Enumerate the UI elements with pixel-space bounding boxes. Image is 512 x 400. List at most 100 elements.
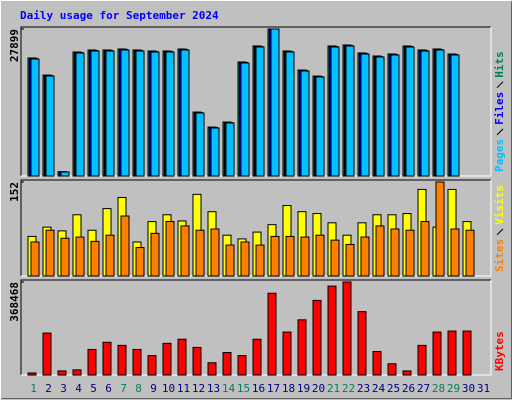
bar <box>210 228 220 277</box>
bar <box>435 49 445 177</box>
bar <box>297 319 307 376</box>
x-tick-label: 1 <box>30 382 37 395</box>
x-tick-label: 20 <box>312 382 325 395</box>
x-tick-label: 27 <box>417 382 430 395</box>
bar <box>165 221 175 277</box>
bar <box>300 70 310 177</box>
x-tick-label: 16 <box>252 382 265 395</box>
bar <box>132 348 142 376</box>
x-tick-label: 13 <box>207 382 220 395</box>
bar <box>255 244 265 277</box>
bar <box>105 50 115 177</box>
legend-separator <box>496 228 504 236</box>
bar <box>417 344 427 376</box>
x-tick-label: 12 <box>192 382 205 395</box>
bar <box>60 237 70 277</box>
bar <box>360 53 370 177</box>
bar <box>222 352 232 376</box>
bar <box>372 350 382 376</box>
bar <box>267 292 277 376</box>
bar <box>465 229 475 277</box>
x-tick-label: 23 <box>357 382 370 395</box>
bar <box>45 75 55 177</box>
bar <box>27 372 37 376</box>
bar <box>330 239 340 277</box>
panel-frame <box>20 26 491 176</box>
x-tick-label: 31 <box>477 382 490 395</box>
bar <box>435 181 445 277</box>
x-tick-label: 4 <box>75 382 82 395</box>
bar <box>390 54 400 177</box>
bar <box>315 76 325 177</box>
bar <box>330 46 340 177</box>
bar <box>402 370 412 376</box>
x-tick-label: 7 <box>120 382 127 395</box>
x-tick-label: 17 <box>267 382 280 395</box>
legend-label: KBytes <box>493 331 506 371</box>
bar <box>282 331 292 376</box>
bar <box>285 51 295 177</box>
x-tick-label: 30 <box>462 382 475 395</box>
bar <box>180 49 190 177</box>
bar <box>270 28 280 177</box>
bar <box>105 234 115 277</box>
bar <box>147 355 157 376</box>
bar <box>405 229 415 277</box>
x-tick-label: 6 <box>105 382 112 395</box>
bar <box>162 342 172 376</box>
x-tick-label: 15 <box>237 382 250 395</box>
bar <box>327 285 337 376</box>
bar <box>75 236 85 277</box>
bar <box>237 355 247 376</box>
x-tick-label: 19 <box>297 382 310 395</box>
bar <box>57 370 67 376</box>
x-tick-label: 10 <box>162 382 175 395</box>
x-tick-label: 9 <box>150 382 157 395</box>
bar <box>432 331 442 376</box>
bar <box>405 46 415 177</box>
bar <box>420 50 430 177</box>
bar <box>357 311 367 376</box>
bar <box>150 51 160 177</box>
bar <box>177 338 187 376</box>
legend-separator <box>496 128 504 136</box>
x-tick-label: 3 <box>60 382 67 395</box>
x-tick-label: 8 <box>135 382 142 395</box>
x-tick-label: 2 <box>45 382 52 395</box>
x-tick-label: 18 <box>282 382 295 395</box>
bar <box>72 369 82 376</box>
bar <box>447 330 457 376</box>
bar <box>195 112 205 177</box>
bar <box>135 50 145 177</box>
bar <box>102 341 112 376</box>
bar <box>270 235 280 277</box>
bar <box>117 344 127 376</box>
x-tick-label: 26 <box>402 382 415 395</box>
x-tick-label: 14 <box>222 382 236 395</box>
bar <box>312 299 322 376</box>
bar <box>450 228 460 277</box>
bar <box>342 281 352 376</box>
bar <box>375 56 385 177</box>
bar <box>315 234 325 277</box>
bar <box>45 229 55 277</box>
bar <box>120 215 130 277</box>
panel-frame <box>20 279 491 375</box>
bar <box>420 221 430 277</box>
y-tick-label: 152 <box>8 182 21 202</box>
bar <box>252 338 262 376</box>
bar <box>90 240 100 277</box>
x-tick-label: 28 <box>432 382 445 395</box>
bar <box>207 362 217 376</box>
x-tick-label: 11 <box>177 382 190 395</box>
bar <box>30 58 40 177</box>
y-tick-label: 368468 <box>8 282 21 322</box>
bar <box>60 171 70 177</box>
legend-label: Pages <box>493 139 506 172</box>
bar <box>87 348 97 376</box>
bar <box>360 236 370 277</box>
x-tick-label: 21 <box>327 382 340 395</box>
x-tick-label: 22 <box>342 382 355 395</box>
bar <box>300 236 310 277</box>
